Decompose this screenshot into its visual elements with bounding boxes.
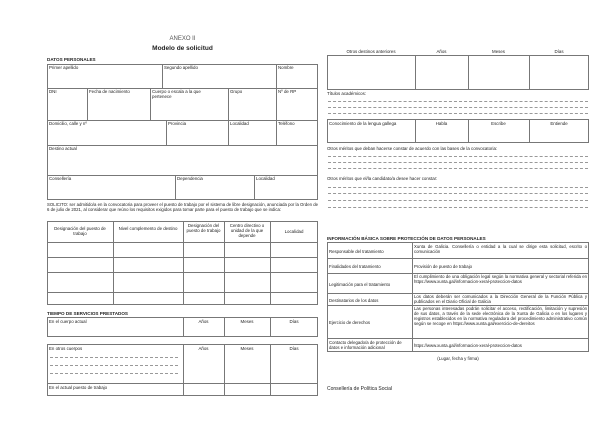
previous-destinations-table bbox=[327, 55, 589, 90]
dp-key-1: Finalidades del tratamiento bbox=[329, 264, 381, 269]
label-anos: Años bbox=[198, 319, 209, 324]
field-domicilio[interactable]: Domicilio, calle y nº bbox=[49, 121, 87, 126]
header-localidad: Localidad bbox=[284, 229, 304, 234]
other-bodies-table bbox=[47, 344, 318, 396]
label-titulos: Títulos académicos: bbox=[327, 91, 367, 96]
label-anos: Años bbox=[198, 346, 209, 351]
field-dni[interactable]: DNI bbox=[49, 89, 57, 94]
field-cuerpo[interactable]: Cuerpo o escala a la que pertenece bbox=[152, 89, 201, 100]
label-meritos-candidato: Otros méritos que el/la candidato/a dese… bbox=[327, 176, 438, 181]
field-nombre[interactable]: Nombre bbox=[278, 65, 294, 70]
section-tiempo: TIEMPO DE SERVICIOS PRESTADOS bbox=[47, 311, 129, 316]
section-proteccion: INFORMACIÓN BÁSICA SOBRE PROTECCIÓN DE D… bbox=[327, 236, 486, 241]
header-designacion: Designación del puesto de trabajo bbox=[54, 226, 106, 237]
dp-value-3: Los datos deberán ser comunicados a la D… bbox=[414, 294, 587, 305]
dp-key-3: Destinatarios de los datos bbox=[329, 298, 379, 303]
header-centro: Centro directivo o unidad de la que depe… bbox=[229, 223, 265, 239]
dp-key-2: Legitimación para el tratamiento bbox=[329, 282, 391, 287]
footer-conselleria: Consellería de Política Social bbox=[327, 386, 393, 392]
label-entiende: Entiende bbox=[550, 121, 568, 126]
section-personal: DATOS PERSONALES bbox=[47, 57, 96, 62]
solicito-text: SOLICITO: ser admitido/a en la convocato… bbox=[47, 202, 318, 213]
field-destino-actual[interactable]: Destino actual bbox=[49, 146, 77, 151]
field-nrp[interactable]: Nº de RP bbox=[278, 89, 297, 94]
field-grupo[interactable]: Grupo bbox=[230, 89, 243, 94]
positions-table bbox=[47, 221, 318, 305]
dp-value-0: Xunta de Galicia. Consellería o entidad … bbox=[414, 244, 587, 255]
data-protection-table bbox=[327, 242, 589, 352]
label-escribe: Escribe bbox=[491, 121, 506, 126]
field-primer-apellido[interactable]: Primer apellido bbox=[49, 65, 79, 70]
header-designacion-2: Designación del puesto de trabajo bbox=[186, 223, 221, 234]
current-body-table bbox=[47, 317, 318, 337]
dp-key-5: Contacto delegado/a de protección de dat… bbox=[329, 340, 402, 351]
field-segundo-apellido[interactable]: Segundo apellido bbox=[164, 65, 198, 70]
field-localidad-destino[interactable]: Localidad bbox=[256, 176, 275, 181]
field-dependencia[interactable]: Dependencia bbox=[177, 176, 203, 181]
dp-key-4: Ejercicio de derechos bbox=[329, 320, 371, 325]
label-meses: Meses bbox=[240, 319, 254, 324]
dp-value-4: Las personas interesadas podrán solicita… bbox=[414, 306, 587, 327]
field-provincia[interactable]: Provincia bbox=[168, 121, 187, 126]
field-localidad[interactable]: Localidad bbox=[230, 121, 249, 126]
dp-value-2: El cumplimiento de una obligación legal … bbox=[414, 274, 587, 285]
dp-key-0: Responsable del tratamiento bbox=[329, 249, 384, 254]
page-title: Modelo de solicitud bbox=[152, 45, 213, 52]
dp-value-1: Provisión de puesto de trabajo bbox=[414, 264, 473, 269]
field-conselleria[interactable]: Consellería bbox=[49, 176, 72, 181]
header-nivel: Nivel complemento de destino bbox=[118, 226, 178, 231]
galician-language-table bbox=[327, 119, 589, 143]
label-anos: Años bbox=[436, 49, 447, 54]
label-gallego: Conocimiento de la lengua gallega bbox=[329, 121, 397, 126]
field-fecha-nacimiento[interactable]: Fecha de nacimiento bbox=[89, 89, 130, 94]
label-habla: Habla bbox=[435, 121, 448, 126]
label-meses: Meses bbox=[492, 49, 505, 54]
personal-data-table bbox=[47, 64, 318, 200]
label-dias: Días bbox=[554, 49, 564, 54]
dp-value-5: https://www.xunta.gal/informacion-xeral-… bbox=[414, 343, 522, 348]
label-otros-destinos: Otros destinos anteriores bbox=[346, 49, 396, 54]
field-telefono[interactable]: Teléfono bbox=[278, 121, 295, 126]
label-dias: Días bbox=[289, 319, 299, 324]
label-meritos-bases: Otros méritos que deban hacerse constar … bbox=[327, 146, 498, 151]
annex-label: ANEXO II bbox=[169, 36, 196, 42]
label-cuerpo-actual: En el cuerpo actual bbox=[49, 319, 87, 324]
label-actual-puesto: En el actual puesto de trabajo bbox=[49, 385, 108, 390]
label-otros-cuerpos: En otros cuerpos bbox=[49, 346, 83, 351]
label-meses: Meses bbox=[240, 346, 254, 351]
signature-label: (Lugar, fecha y firma) bbox=[437, 356, 479, 361]
label-dias: Días bbox=[289, 346, 299, 351]
